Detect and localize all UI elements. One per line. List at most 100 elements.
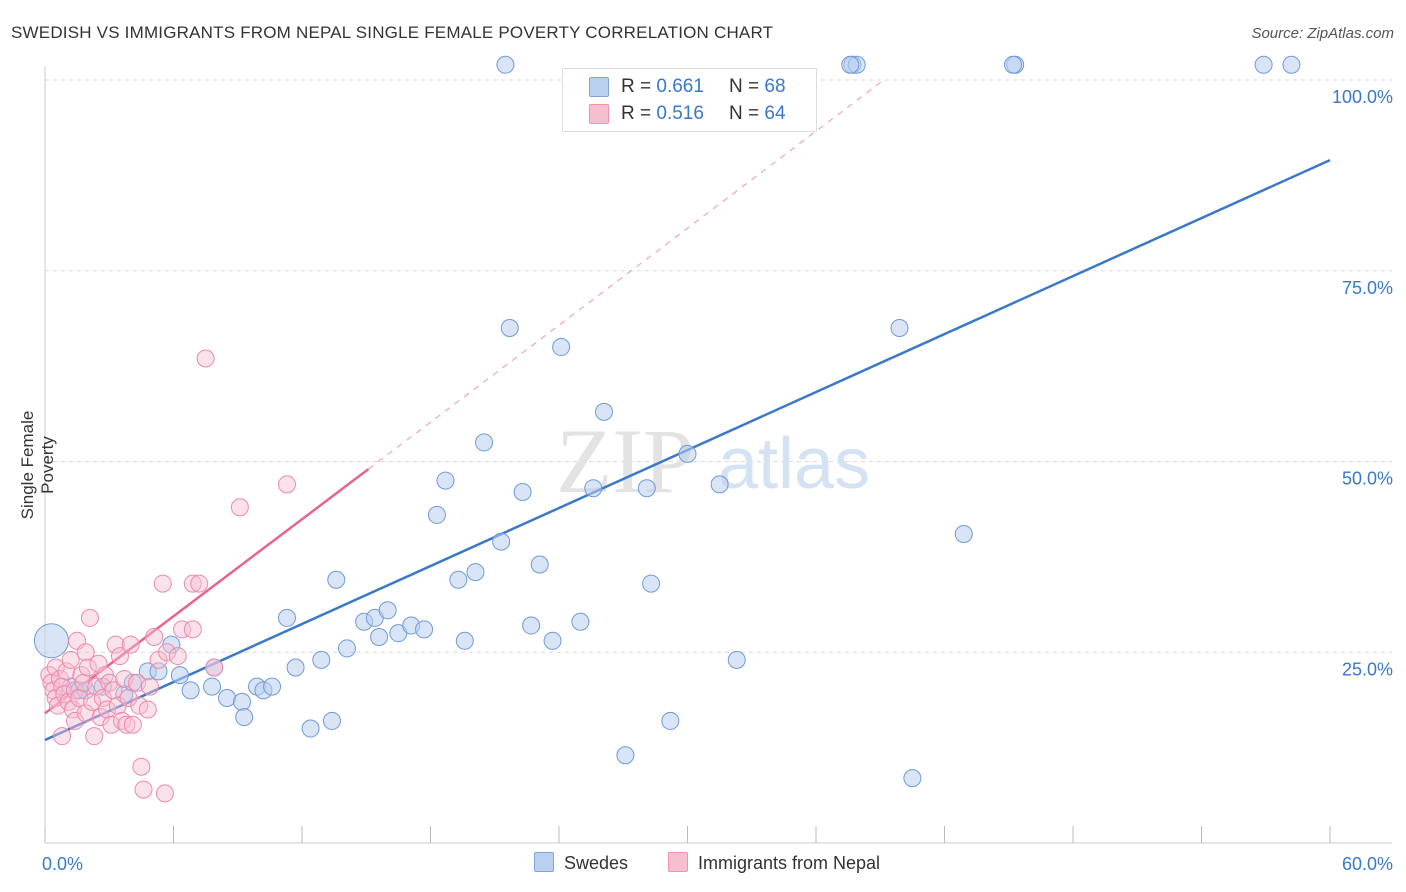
point-nepal xyxy=(85,727,104,746)
stats-legend: R = 0.661 N = 68 R = 0.516 N = 64 xyxy=(562,68,817,132)
point-swedes xyxy=(263,677,282,696)
point-nepal xyxy=(72,666,91,685)
point-nepal xyxy=(121,635,140,654)
y-axis-label: Single Female Poverty xyxy=(18,410,57,520)
point-nepal xyxy=(173,620,192,639)
point-swedes xyxy=(370,627,389,646)
legend-label-swedes: Swedes xyxy=(564,853,629,873)
point-nepal xyxy=(183,620,202,639)
point-nepal xyxy=(230,498,249,517)
point-swedes xyxy=(492,532,511,551)
point-nepal xyxy=(46,658,65,677)
point-nepal xyxy=(98,700,117,719)
point-swedes xyxy=(1282,55,1301,74)
point-nepal xyxy=(93,689,112,708)
legend-r-label: R = xyxy=(621,103,657,124)
legend-swatch-blue xyxy=(589,77,609,97)
point-swedes xyxy=(584,479,603,498)
point-nepal xyxy=(102,715,121,734)
x-tick-label: 0.0% xyxy=(42,854,83,874)
point-swedes xyxy=(415,620,434,639)
y-tick-label: 50.0% xyxy=(1342,469,1393,489)
point-swedes xyxy=(322,711,341,730)
gridlines xyxy=(45,79,1392,653)
legend-label-nepal: Immigrants from Nepal xyxy=(698,853,881,873)
point-swedes xyxy=(203,677,222,696)
point-swedes xyxy=(427,505,446,524)
legend-n-label: N = xyxy=(729,76,765,97)
point-swedes xyxy=(616,746,635,765)
watermark: ZIP atlas xyxy=(556,410,870,512)
point-swedes xyxy=(475,433,494,452)
axes xyxy=(44,66,1392,844)
point-swedes xyxy=(337,639,356,658)
point-nepal xyxy=(76,643,95,662)
chart-source: Source: ZipAtlas.com xyxy=(1251,25,1394,42)
legend-r-value: 0.661 xyxy=(656,76,704,97)
point-nepal xyxy=(205,658,224,677)
point-nepal xyxy=(130,696,149,715)
point-nepal xyxy=(83,692,102,711)
point-nepal xyxy=(48,696,67,715)
point-nepal xyxy=(190,574,209,593)
point-swedes xyxy=(727,650,746,669)
point-nepal xyxy=(50,669,69,688)
point-swedes xyxy=(1254,55,1273,74)
point-nepal xyxy=(278,475,297,494)
point-swedes xyxy=(678,444,697,463)
point-nepal xyxy=(57,662,76,681)
point-nepal xyxy=(196,349,215,368)
point-swedes xyxy=(181,681,200,700)
point-swedes xyxy=(436,471,455,490)
point-swedes xyxy=(218,689,237,708)
point-swedes xyxy=(1004,55,1023,74)
point-nepal xyxy=(106,635,125,654)
chart-title: SWEDISH VS IMMIGRANTS FROM NEPAL SINGLE … xyxy=(11,23,774,42)
point-nepal xyxy=(183,574,202,593)
point-swedes xyxy=(170,666,189,685)
tick-labels: 25.0% 50.0% 75.0% 100.0% 0.0% 60.0% xyxy=(42,87,1393,874)
point-swedes xyxy=(327,570,346,589)
legend-n-label: N = xyxy=(729,103,765,124)
point-nepal xyxy=(140,677,159,696)
point-nepal xyxy=(153,574,172,593)
point-nepal xyxy=(119,689,138,708)
point-swedes xyxy=(710,475,729,494)
bottom-legend-swedes: Swedes xyxy=(534,852,628,874)
watermark-zip: ZIP xyxy=(556,410,694,512)
point-swedes xyxy=(890,318,909,337)
point-swedes xyxy=(594,402,613,421)
point-swedes xyxy=(513,483,532,502)
legend-swatch-pink xyxy=(589,104,609,124)
point-swedes xyxy=(235,708,254,727)
point-swedes xyxy=(233,692,252,711)
trendline-nepal xyxy=(44,468,370,715)
point-nepal xyxy=(123,715,142,734)
point-nepal xyxy=(132,757,151,776)
point-swedes xyxy=(301,719,320,738)
point-nepal xyxy=(40,666,59,685)
point-swedes xyxy=(76,681,95,700)
point-swedes xyxy=(286,658,305,677)
point-nepal xyxy=(76,704,95,723)
y-tick-label: 100.0% xyxy=(1332,87,1393,107)
point-nepal xyxy=(110,647,129,666)
point-swedes xyxy=(543,631,562,650)
point-swedes xyxy=(378,601,397,620)
point-swedes xyxy=(455,631,474,650)
point-swedes xyxy=(903,769,922,788)
legend-swatch-swedes xyxy=(534,852,554,872)
point-nepal xyxy=(168,647,187,666)
point-swedes xyxy=(123,673,142,692)
point-swedes xyxy=(552,338,571,357)
point-swedes xyxy=(496,55,515,74)
point-swedes xyxy=(33,623,69,659)
point-nepal xyxy=(80,608,99,627)
point-nepal xyxy=(134,780,153,799)
point-swedes xyxy=(449,570,468,589)
point-swedes xyxy=(466,563,485,582)
point-swedes xyxy=(522,616,541,635)
x-tick-label: 60.0% xyxy=(1342,854,1393,874)
point-swedes xyxy=(637,479,656,498)
